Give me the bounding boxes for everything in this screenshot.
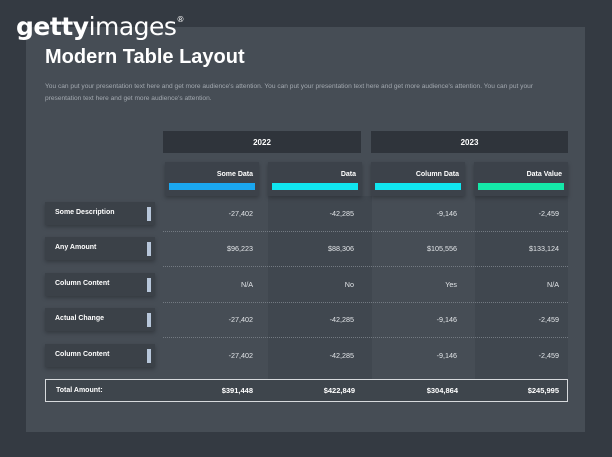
- table-cell: N/A: [547, 280, 559, 289]
- row-marker: [147, 242, 151, 256]
- table-cell: -2,459: [538, 315, 559, 324]
- table-cell: $96,223: [227, 244, 253, 253]
- column-color-bar: [169, 183, 255, 190]
- column-header-data-value: Data Value: [474, 162, 568, 196]
- getty-images-watermark: gettyimages®: [16, 12, 184, 41]
- row-divider: [163, 302, 568, 303]
- column-band-data-value: [475, 196, 568, 379]
- row-marker: [147, 313, 151, 327]
- table-cell: -9,146: [436, 351, 457, 360]
- column-header-some-data: Some Data: [165, 162, 259, 196]
- column-color-bar: [478, 183, 564, 190]
- row-label: Column Content: [45, 344, 155, 367]
- total-value: $245,995: [527, 386, 559, 395]
- column-color-bar: [375, 183, 461, 190]
- table-cell: -27,402: [228, 315, 253, 324]
- row-label: Column Content: [45, 273, 155, 296]
- total-value: $422,849: [323, 386, 355, 395]
- table-cell: -9,146: [436, 209, 457, 218]
- column-header-column-data: Column Data: [371, 162, 465, 196]
- table-cell: $105,556: [427, 244, 457, 253]
- column-header-data: Data: [268, 162, 362, 196]
- table-cell: -2,459: [538, 209, 559, 218]
- table-cell: $88,306: [328, 244, 354, 253]
- table-cell: N/A: [241, 280, 253, 289]
- row-divider: [163, 337, 568, 338]
- row-divider: [163, 266, 568, 267]
- row-marker: [147, 278, 151, 292]
- table-cell: -42,285: [329, 209, 354, 218]
- year-header-2022: 2022: [163, 131, 361, 153]
- total-value: $304,864: [426, 386, 458, 395]
- row-label: Actual Change: [45, 308, 155, 331]
- table-panel: Modern Table Layout You can put your pre…: [26, 27, 585, 432]
- row-marker: [147, 207, 151, 221]
- table-cell: Yes: [445, 280, 457, 289]
- table-cell: No: [344, 280, 354, 289]
- row-label: Any Amount: [45, 237, 155, 260]
- table-cell: -42,285: [329, 351, 354, 360]
- table-cell: -2,459: [538, 351, 559, 360]
- table-cell: -27,402: [228, 209, 253, 218]
- column-color-bar: [272, 183, 358, 190]
- column-band-data: [268, 196, 372, 379]
- table-cell: -42,285: [329, 315, 354, 324]
- year-header-2023: 2023: [371, 131, 568, 153]
- row-label: Some Description: [45, 202, 155, 225]
- table-cell: -9,146: [436, 315, 457, 324]
- row-divider: [163, 231, 568, 232]
- total-value: $391,448: [221, 386, 253, 395]
- table-cell: -27,402: [228, 351, 253, 360]
- total-row: Total Amount: $391,448 $422,849 $304,864…: [45, 379, 568, 402]
- table-cell: $133,124: [529, 244, 559, 253]
- page-title: Modern Table Layout: [45, 46, 245, 68]
- description-text: You can put your presentation text here …: [45, 83, 533, 102]
- row-marker: [147, 349, 151, 363]
